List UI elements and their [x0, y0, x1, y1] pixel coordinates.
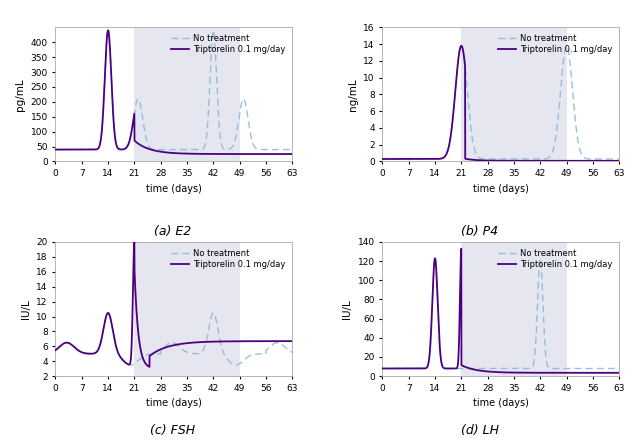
- Y-axis label: IU/L: IU/L: [342, 299, 352, 319]
- X-axis label: time (days): time (days): [146, 398, 202, 408]
- Bar: [134, 242, 240, 376]
- Text: (b) P4: (b) P4: [461, 225, 499, 238]
- Legend: No treatment, Triptorelin 0.1 mg/day: No treatment, Triptorelin 0.1 mg/day: [168, 246, 288, 271]
- Text: (c) FSH: (c) FSH: [150, 424, 195, 437]
- Bar: [461, 27, 566, 161]
- Y-axis label: ng/mL: ng/mL: [348, 78, 358, 111]
- X-axis label: time (days): time (days): [146, 184, 202, 194]
- Legend: No treatment, Triptorelin 0.1 mg/day: No treatment, Triptorelin 0.1 mg/day: [168, 31, 288, 56]
- Y-axis label: IU/L: IU/L: [20, 299, 31, 319]
- Text: (a) E2: (a) E2: [154, 225, 191, 238]
- Legend: No treatment, Triptorelin 0.1 mg/day: No treatment, Triptorelin 0.1 mg/day: [495, 31, 615, 56]
- Legend: No treatment, Triptorelin 0.1 mg/day: No treatment, Triptorelin 0.1 mg/day: [495, 246, 615, 271]
- X-axis label: time (days): time (days): [473, 184, 529, 194]
- Y-axis label: pg/mL: pg/mL: [15, 78, 25, 111]
- X-axis label: time (days): time (days): [473, 398, 529, 408]
- Text: (d) LH: (d) LH: [461, 424, 499, 437]
- Bar: [461, 242, 566, 376]
- Bar: [134, 27, 240, 161]
